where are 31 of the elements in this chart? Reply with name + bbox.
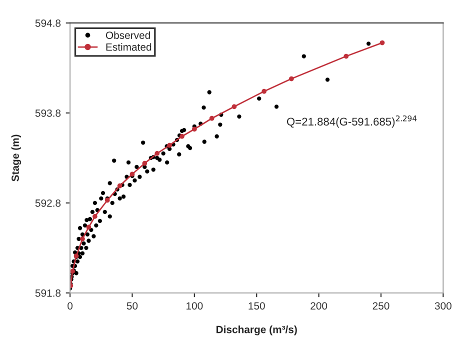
x-tick-label: 100 (186, 302, 203, 310)
point (344, 54, 349, 59)
x-tick-label: 0 (68, 302, 73, 310)
x-tick-label: 200 (310, 302, 328, 310)
x-tick-label: 300 (434, 302, 452, 310)
y-tick-label: 594.8 (35, 19, 61, 27)
point (86, 224, 92, 230)
y-axis-title: Stage (m) (11, 134, 22, 182)
y-tick-label: 591.8 (35, 289, 61, 297)
point (209, 116, 214, 121)
legend-label: Estimated (106, 43, 152, 51)
point (154, 151, 160, 156)
point (180, 134, 184, 139)
y-tick-label: 592.8 (35, 199, 61, 207)
point (92, 214, 98, 219)
y-tick-label: 593.8 (35, 109, 61, 117)
point (232, 104, 237, 110)
x-axis-title: Discharge (m³/s) (216, 326, 297, 336)
x-tick-label: 50 (126, 302, 138, 310)
point (117, 183, 122, 188)
point (167, 142, 172, 148)
annotation: Q=21.884(G-591.685)$^{2.294}$ (286, 115, 417, 128)
x-tick-label: 250 (372, 302, 390, 310)
point (142, 160, 148, 166)
point (192, 126, 197, 132)
point (289, 76, 294, 82)
point (262, 88, 267, 94)
x-tick-label: 150 (248, 302, 265, 310)
point (80, 236, 85, 242)
point (380, 40, 385, 46)
legend-label: Observed (106, 31, 150, 39)
